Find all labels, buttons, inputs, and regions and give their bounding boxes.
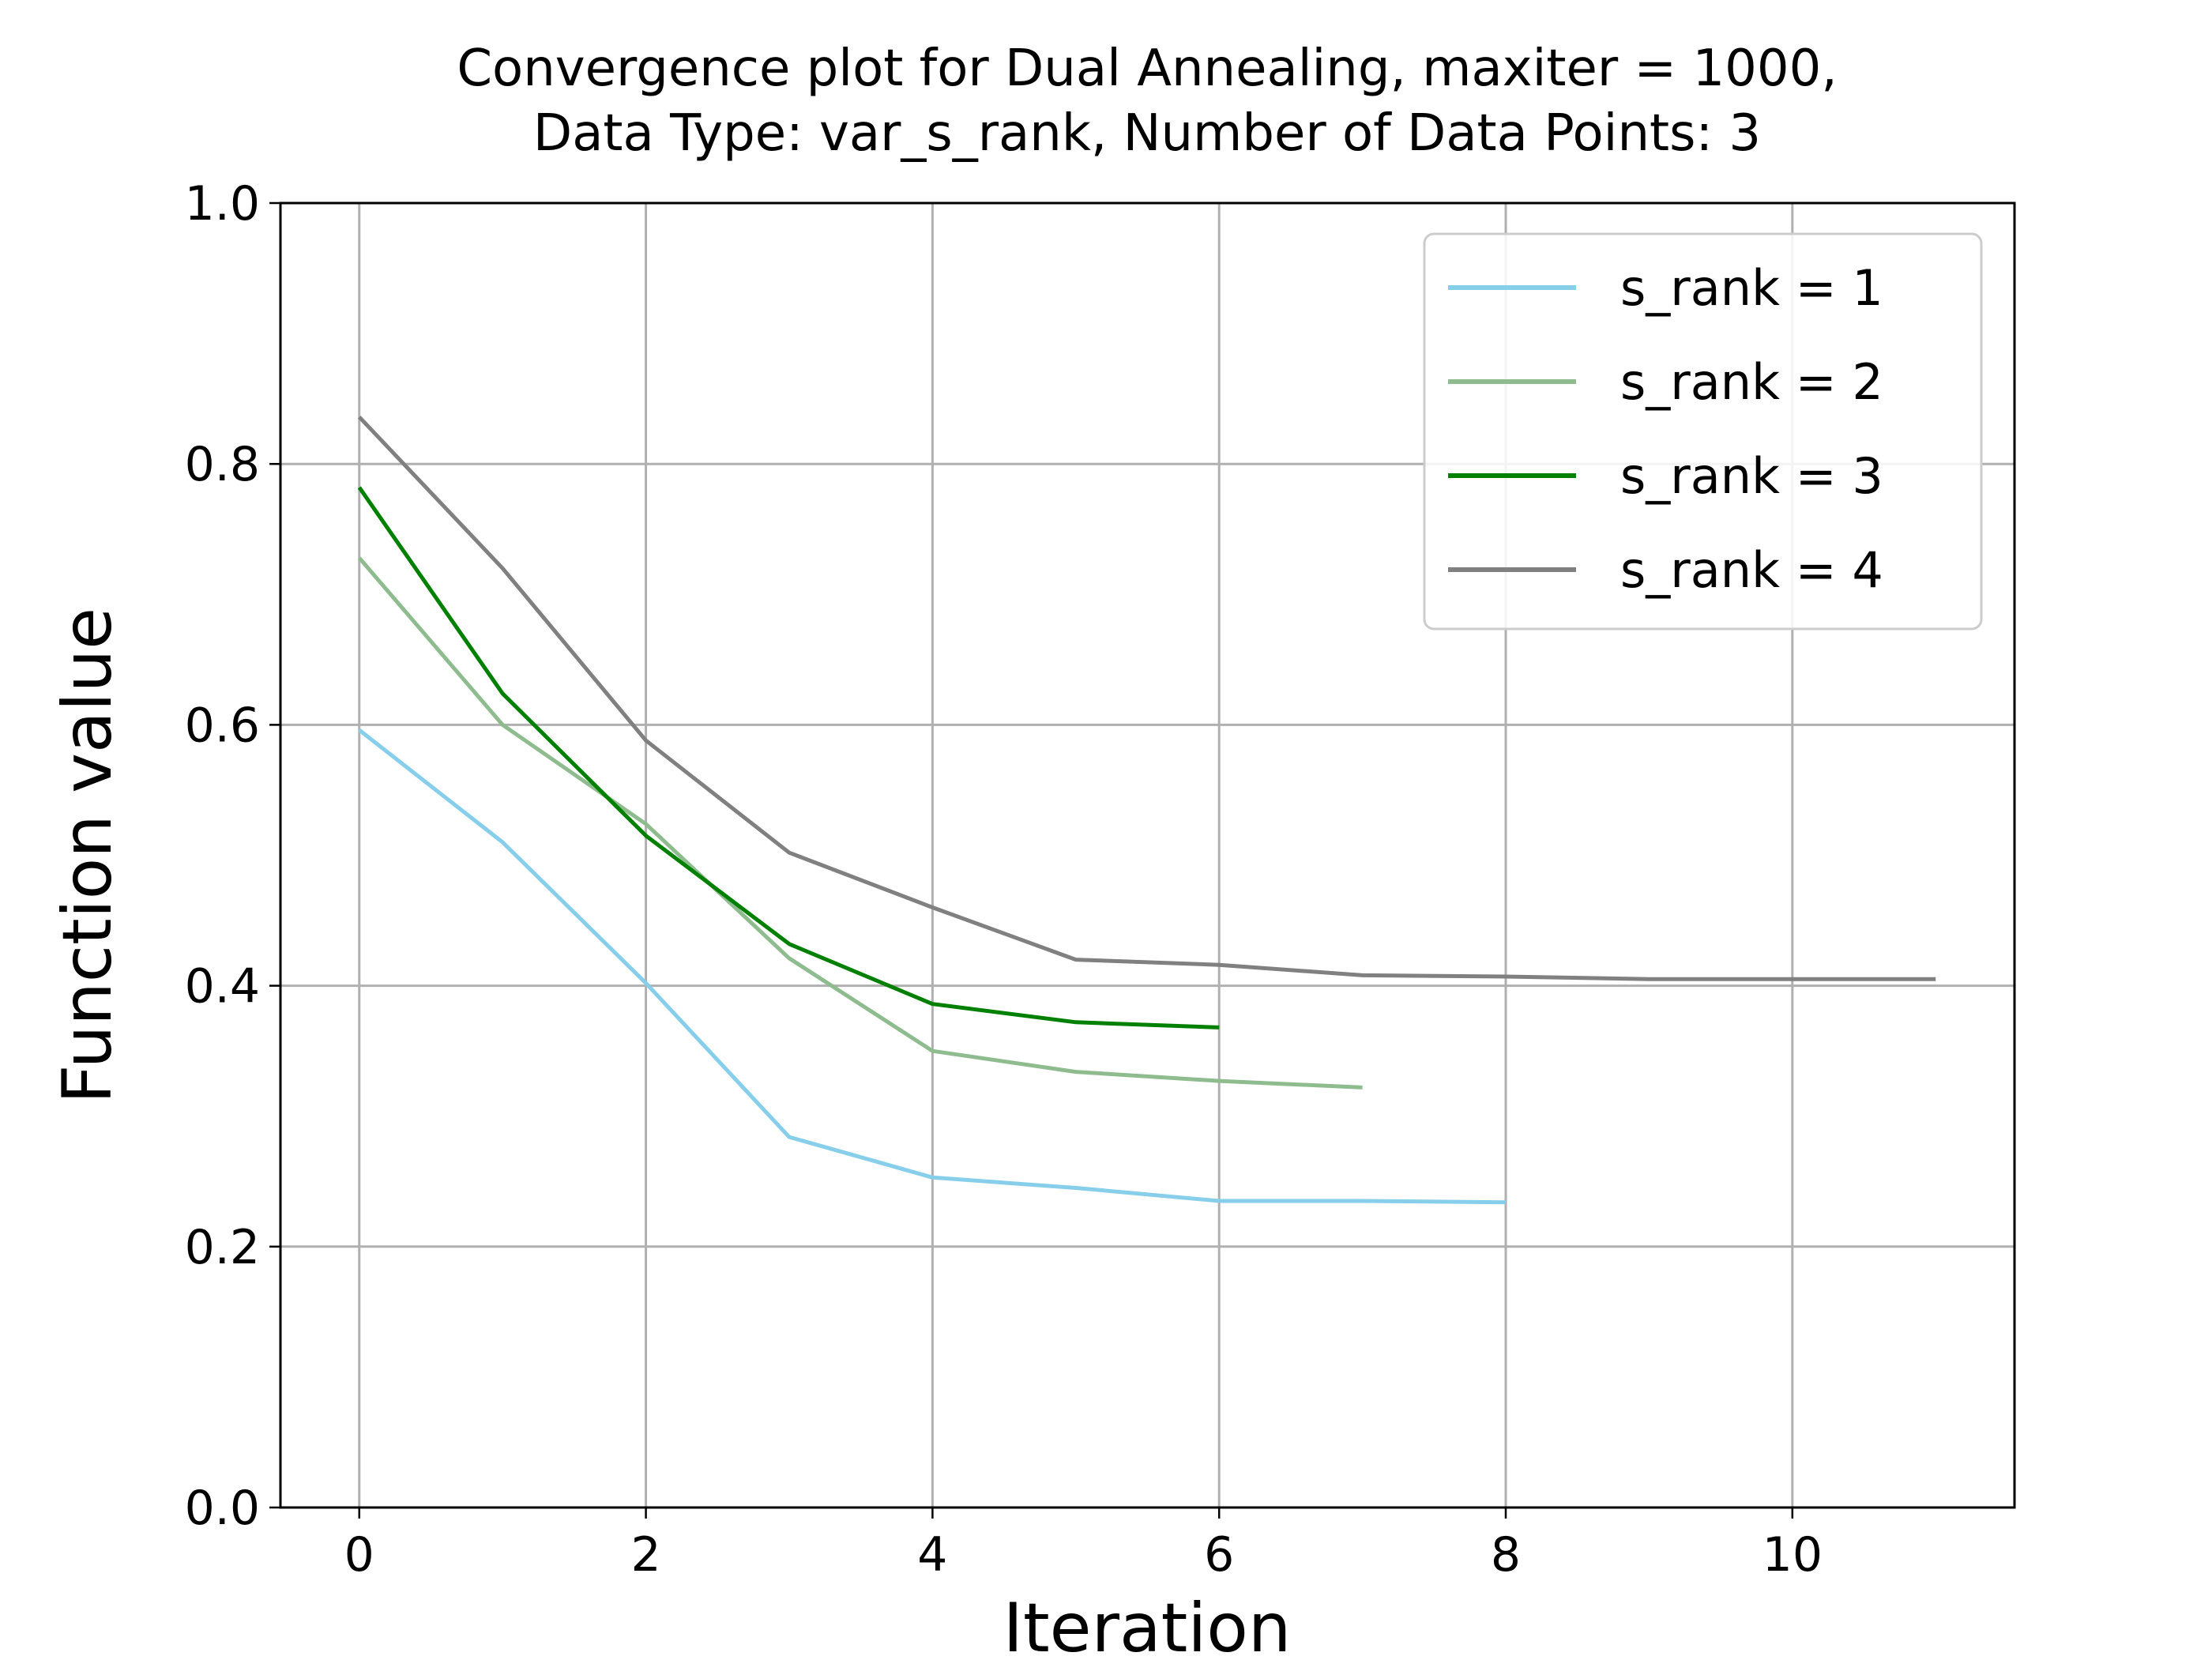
y-tick-label: 1.0 — [185, 176, 260, 231]
axis-ticks: 0 2 4 6 8 10 0.0 0.2 0.4 0.6 0.8 1.0 — [185, 176, 1823, 1583]
legend-label-s-rank-3: s_rank = 3 — [1620, 447, 1883, 505]
legend: s_rank = 1 s_rank = 2 s_rank = 3 s_rank = 4 — [1423, 232, 1983, 630]
y-tick-label: 0.0 — [185, 1481, 260, 1536]
y-axis-label: Function value — [48, 608, 127, 1104]
x-tick-label: 8 — [1491, 1527, 1521, 1583]
x-axis-label: Iteration — [1003, 1589, 1292, 1668]
series-line-s-rank-1 — [358, 728, 1507, 1205]
x-tick-label: 0 — [344, 1527, 374, 1583]
x-tick-label: 4 — [917, 1527, 947, 1583]
legend-label-s-rank-2: s_rank = 2 — [1620, 353, 1883, 411]
series-line-s-rank-2 — [357, 556, 1363, 1090]
legend-box — [1423, 232, 1983, 630]
legend-label-s-rank-1: s_rank = 1 — [1620, 259, 1883, 317]
y-tick-label: 0.8 — [185, 437, 260, 492]
data-series — [357, 416, 1936, 1205]
series-line-s-rank-4 — [357, 416, 1936, 981]
x-tick-label: 10 — [1762, 1527, 1823, 1583]
y-tick-label: 0.6 — [185, 698, 260, 753]
chart-title-line-2: Data Type: var_s_rank, Number of Data Po… — [533, 104, 1761, 163]
x-tick-label: 6 — [1204, 1527, 1234, 1583]
x-tick-label: 2 — [630, 1527, 660, 1583]
legend-label-s-rank-4: s_rank = 4 — [1620, 541, 1883, 599]
chart-title-line-1: Convergence plot for Dual Annealing, max… — [457, 40, 1837, 98]
y-tick-label: 0.4 — [185, 959, 260, 1014]
y-tick-label: 0.2 — [185, 1220, 260, 1275]
series-line-s-rank-3 — [357, 486, 1220, 1029]
plot-frame — [279, 201, 2016, 1509]
